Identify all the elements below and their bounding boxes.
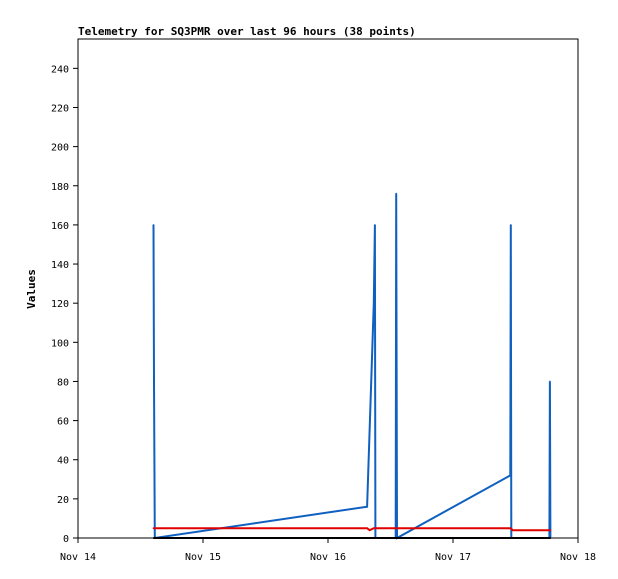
x-tick-label: Nov 17 [435,552,471,563]
y-tick-label: 140 [51,260,69,271]
data-point [368,529,371,531]
y-tick-label: 220 [51,103,69,114]
y-tick-label: 160 [51,221,69,232]
data-point [152,537,155,539]
x-tick-label: Nov 14 [60,552,96,563]
y-tick-label: 100 [51,338,69,349]
data-point [374,224,376,226]
data-point [395,192,398,195]
y-tick-label: 20 [57,495,69,506]
x-tick-label: Nov 15 [185,552,221,563]
data-point [510,224,512,226]
series-layer [152,192,552,540]
data-point [509,474,512,477]
y-tick-label: 60 [57,417,69,428]
y-tick-label: 40 [57,456,69,467]
data-point [512,529,514,531]
y-tick-label: 240 [51,64,69,75]
y-tick-label: 80 [57,377,69,388]
y-tick-label: 120 [51,299,69,310]
data-point [549,529,552,531]
data-point [152,527,155,530]
x-tick-label: Nov 16 [310,552,346,563]
series-line-1 [152,193,552,540]
x-axis: Nov 14 Nov 15 Nov 16 Nov 17 Nov 18 [60,538,596,563]
y-axis: 0 20 40 60 80 100 120 140 160 180 200 220 240 [51,64,78,545]
data-point [509,527,512,530]
data-point [366,505,368,508]
y-axis-label: Values [25,269,38,309]
data-point [373,527,375,530]
data-point [549,380,551,383]
y-tick-label: 180 [51,182,69,193]
chart-title: Telemetry for SQ3PMR over last 96 hours … [78,25,416,38]
x-tick-label: Nov 18 [560,552,596,563]
y-tick-label: 200 [51,143,69,154]
data-point [549,537,552,539]
data-point [153,380,155,383]
data-point [373,302,375,304]
y-tick-label: 0 [63,534,69,545]
data-point [152,224,155,226]
data-point [366,527,368,530]
